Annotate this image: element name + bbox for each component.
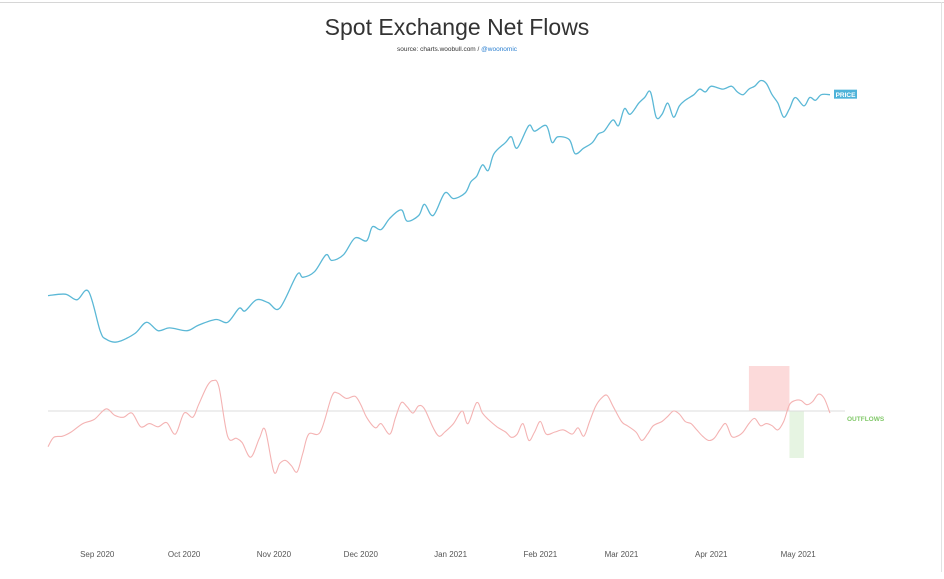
right-border [941, 2, 942, 572]
x-tick-label: May 2021 [781, 550, 817, 559]
chart-subtitle: source: charts.woobull.com / @woonomic [0, 46, 914, 53]
inflow-highlight [748, 366, 790, 411]
label-tags: PRICE OUTFLOWS [834, 89, 885, 423]
net-flow-line [47, 379, 831, 474]
x-tick-label: Sep 2020 [80, 550, 115, 559]
x-tick-label: Feb 2021 [523, 550, 557, 559]
price-line [47, 79, 831, 343]
x-tick-label: Mar 2021 [605, 550, 639, 559]
chart-title: Spot Exchange Net Flows [324, 14, 590, 40]
x-tick-label: Dec 2020 [344, 550, 379, 559]
x-tick-label: Oct 2020 [168, 550, 201, 559]
outflows-tag-label: OUTFLOWS [847, 416, 885, 423]
price-tag-label: PRICE [836, 92, 857, 99]
x-axis: Sep 2020 Oct 2020 Nov 2020 Dec 2020 Jan 2021… [80, 550, 816, 559]
source-text: source: charts.woobull.com / [396, 46, 482, 53]
source-handle-link[interactable]: @woonomic [481, 46, 518, 53]
x-tick-label: Nov 2020 [257, 550, 292, 559]
series-layer [47, 79, 831, 474]
top-border [0, 2, 944, 3]
highlight-layer [748, 366, 804, 458]
x-tick-label: Apr 2021 [695, 550, 728, 559]
price-tag-background [834, 89, 857, 99]
x-tick-label: Jan 2021 [434, 550, 467, 559]
outflow-highlight [789, 411, 804, 458]
